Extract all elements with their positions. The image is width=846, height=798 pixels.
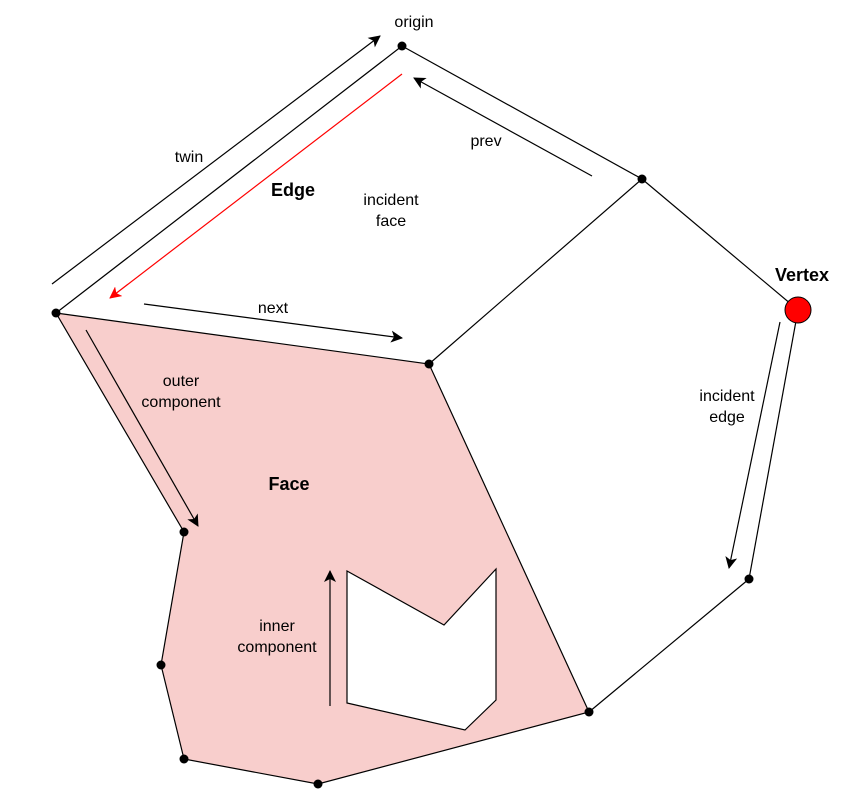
edge-right-to-vertex bbox=[641, 178, 799, 311]
next-label: next bbox=[257, 300, 289, 317]
incident-edge-label-line1: incident bbox=[699, 388, 755, 405]
incident-edge-arrow bbox=[725, 321, 781, 569]
vertex-point bbox=[313, 779, 323, 789]
vertex-point bbox=[744, 574, 754, 584]
prev-arrow bbox=[413, 77, 593, 177]
edge-origin-to-right bbox=[401, 45, 643, 180]
vertex-point bbox=[179, 527, 189, 537]
vertex-point bbox=[397, 41, 407, 51]
prev-label: prev bbox=[470, 133, 502, 150]
vertex-point bbox=[584, 707, 594, 717]
vertex-point bbox=[179, 754, 189, 764]
incident-face-label-line2: face bbox=[375, 213, 407, 230]
vertex-point bbox=[156, 660, 166, 670]
edge-arrow bbox=[109, 73, 403, 299]
inner-component-label-line2: component bbox=[237, 639, 317, 656]
face-label: Face bbox=[268, 474, 310, 494]
edge-label: Edge bbox=[270, 180, 316, 200]
next-arrow bbox=[143, 303, 403, 343]
edge-right-to-center bbox=[428, 178, 643, 365]
origin-label: origin bbox=[394, 14, 434, 31]
outer-component-label-line1: outer bbox=[162, 373, 200, 390]
vertex-point bbox=[424, 359, 434, 369]
twin-arrow bbox=[51, 35, 381, 285]
face-region bbox=[54, 312, 590, 785]
outer-component-label-line2: component bbox=[141, 394, 221, 411]
inner-component-hole bbox=[346, 567, 497, 731]
incident-face-label-line1: incident bbox=[363, 192, 419, 209]
edge-origin-to-left bbox=[55, 45, 403, 314]
twin-label: twin bbox=[174, 149, 204, 166]
edge-vertex-to-lower-right bbox=[748, 309, 799, 580]
vertex-point bbox=[637, 174, 647, 184]
highlighted-vertex bbox=[784, 296, 812, 324]
outer-component-arrow bbox=[85, 329, 199, 527]
vertex-label: Vertex bbox=[774, 265, 830, 285]
inner-component-label-line1: inner bbox=[259, 618, 295, 635]
vertex-point bbox=[51, 308, 61, 318]
incident-edge-label-line2: edge bbox=[709, 409, 745, 426]
edge-lower-right-to-bottom bbox=[588, 578, 750, 713]
